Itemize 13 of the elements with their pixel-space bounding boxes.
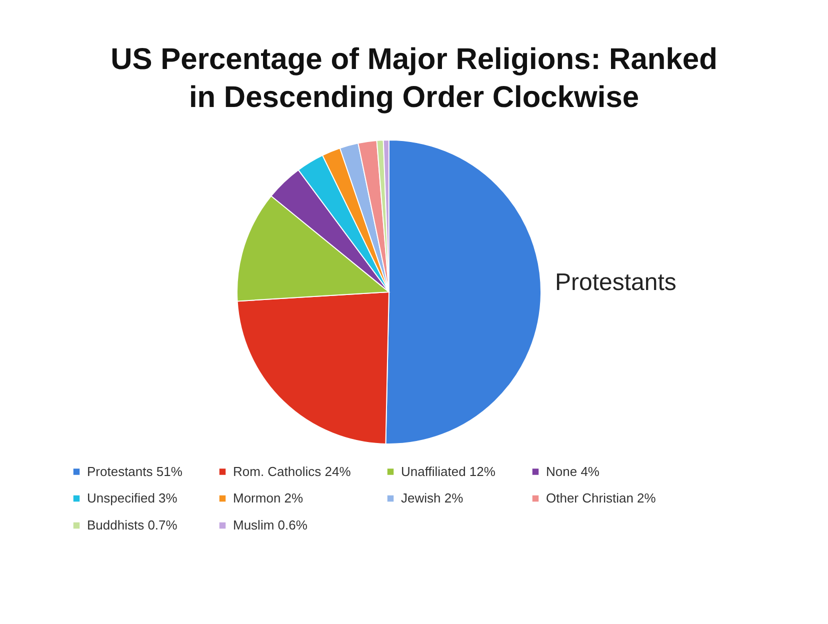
text: in Descending Order Clockwise [188, 81, 640, 114]
text: Protestants [555, 269, 676, 296]
legend-label: Unaffiliated 12% [401, 464, 496, 479]
legend-label: Other Christian 2% [546, 490, 656, 506]
legend-label: None 4% [546, 464, 600, 479]
legend-label: Rom. Catholics 24% [233, 464, 352, 479]
legend-label: Protestants 51% [87, 464, 183, 479]
legend-label: Mormon 2% [233, 490, 304, 506]
legend-label: Muslim 0.6% [233, 518, 308, 532]
legend-label: Jewish 2% [401, 490, 464, 506]
legend-label: Buddhists 0.7% [87, 518, 178, 532]
legend-label: Unspecified 3% [87, 490, 178, 506]
text: US Percentage of Major Religions: Ranked [110, 43, 718, 76]
